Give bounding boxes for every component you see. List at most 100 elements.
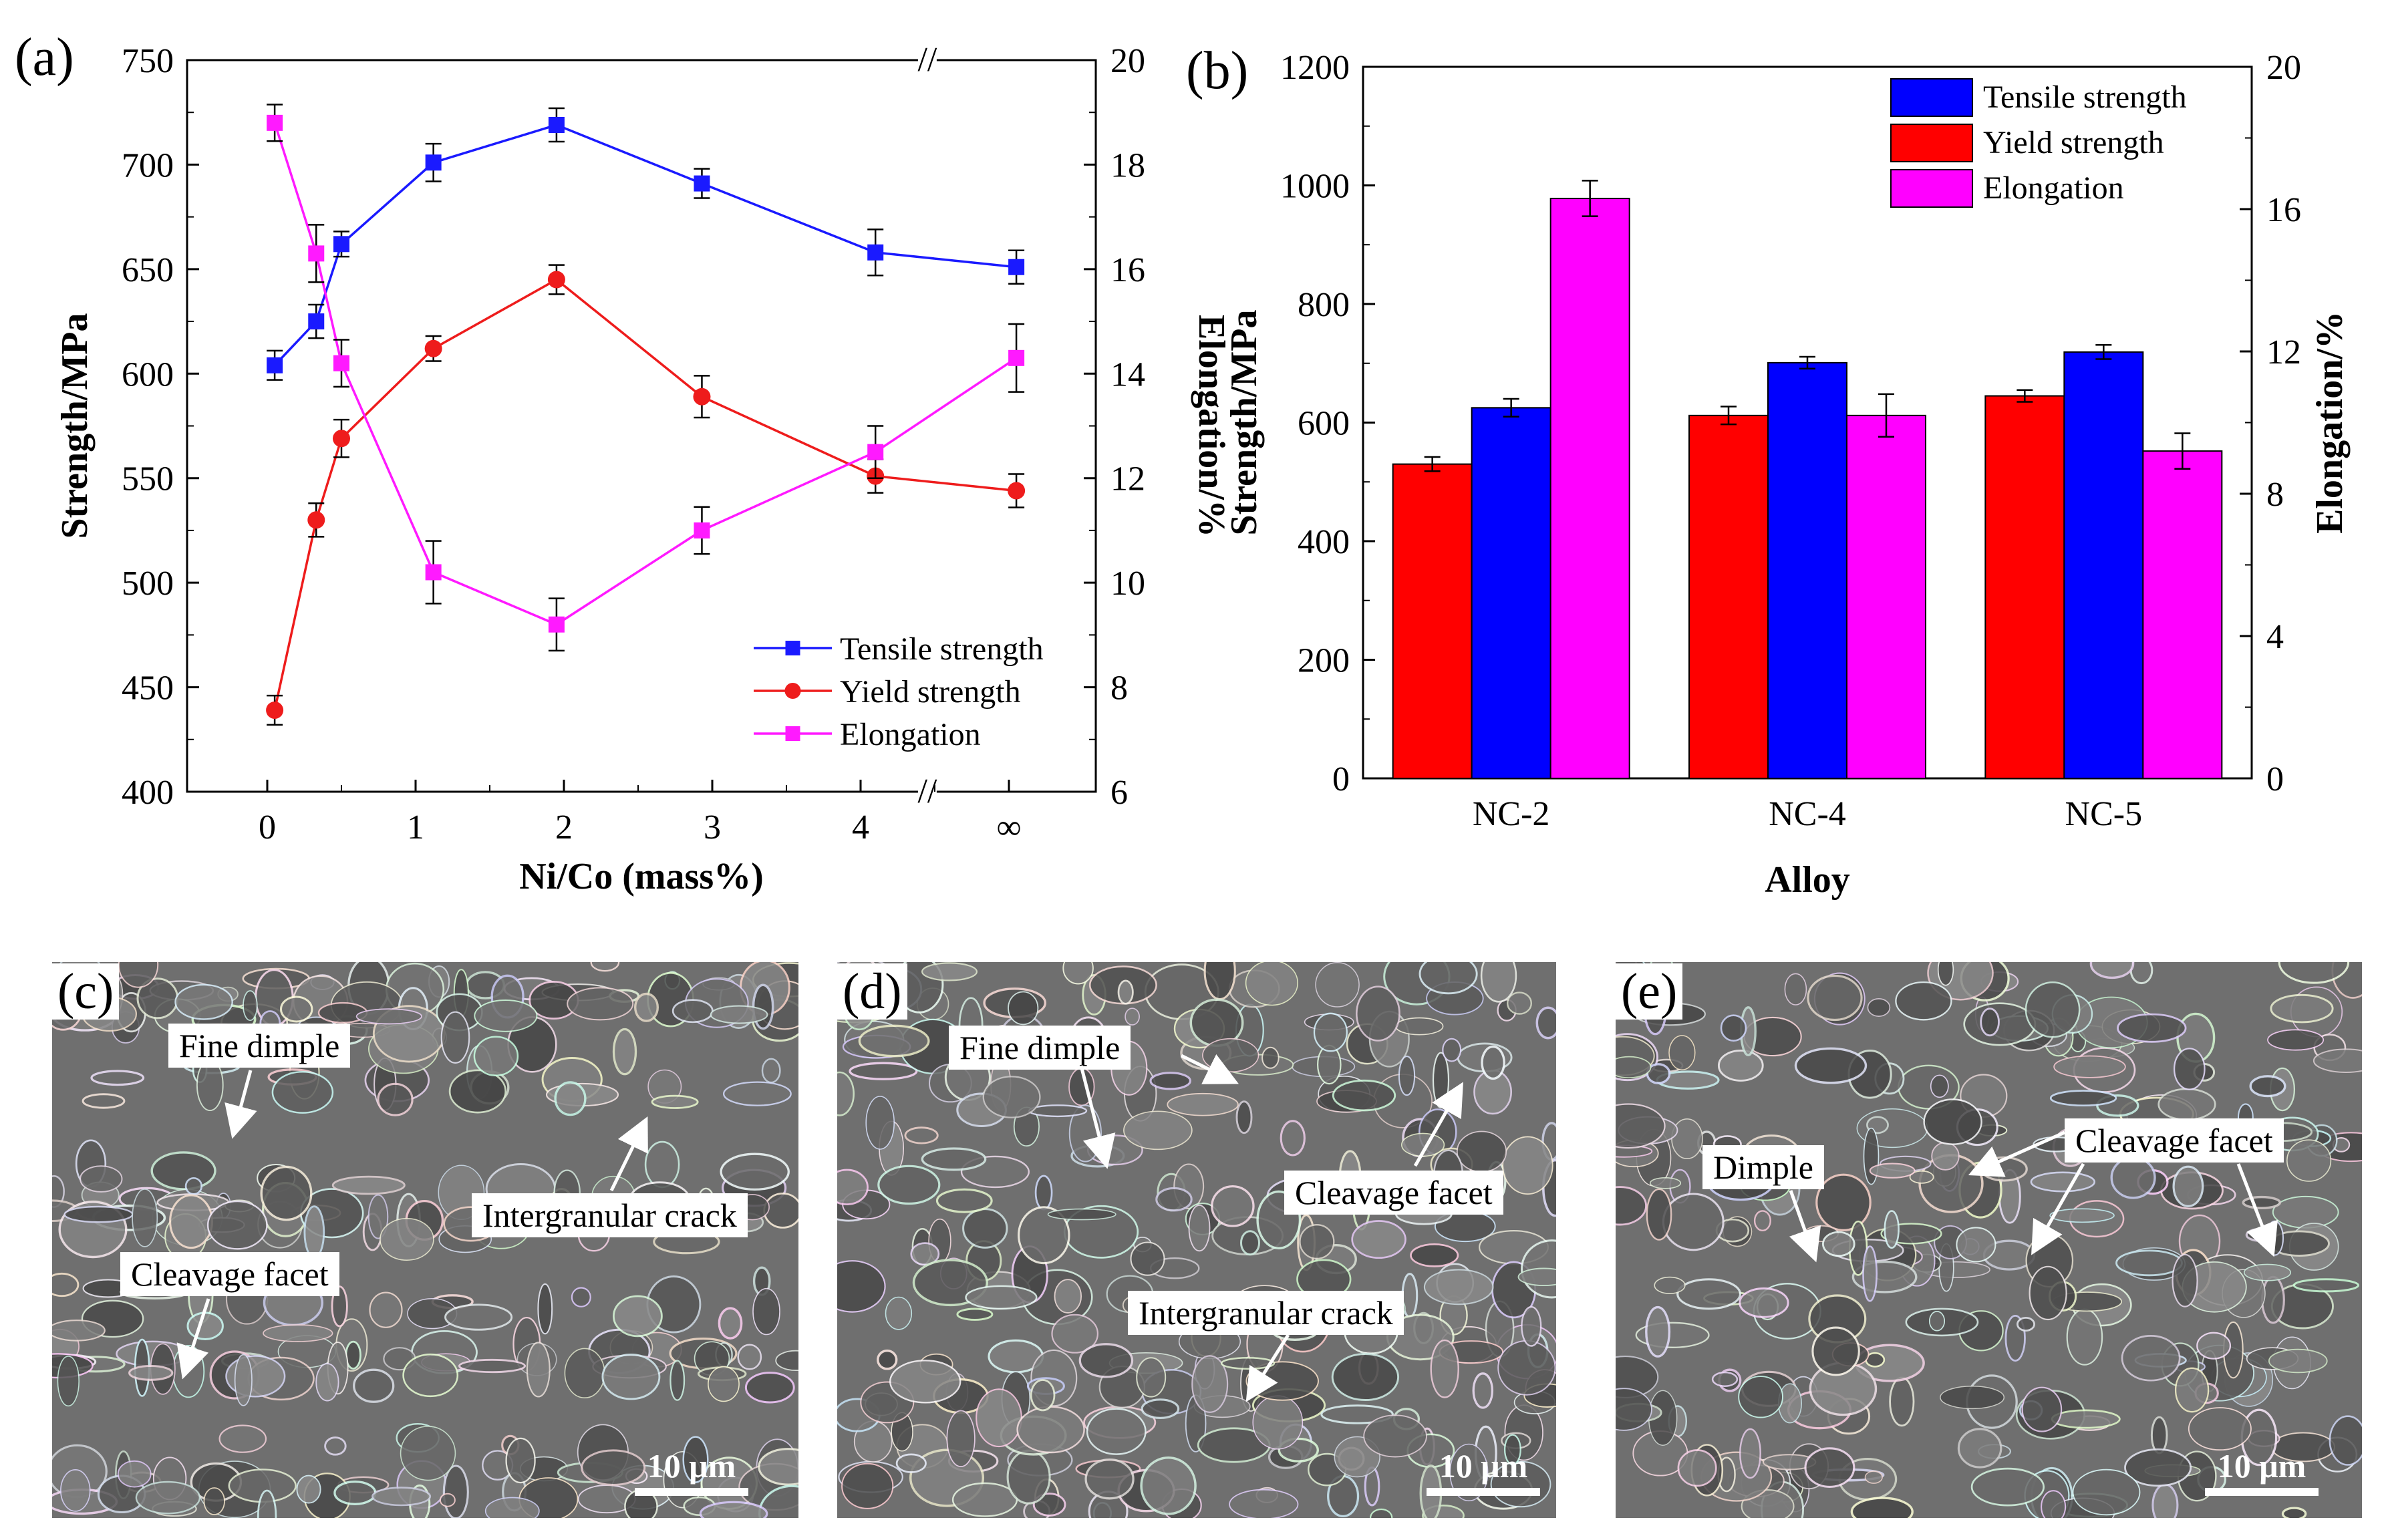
panel-label-d: (d) xyxy=(837,963,907,1020)
chart-a-point xyxy=(267,357,283,373)
arrow-d-4 xyxy=(1245,1334,1290,1402)
chart-b-ylabel: Strength/MPa xyxy=(1223,309,1265,535)
chart-a-ytick-label: 400 xyxy=(122,774,174,812)
arrow-e-2 xyxy=(1968,1130,2066,1177)
chart-a-point xyxy=(308,313,325,330)
chart-a-point xyxy=(694,175,710,192)
chart-a-ytick-label: 450 xyxy=(122,669,174,708)
arrow-c-1 xyxy=(225,1070,257,1139)
chart-a-xtick-label: 1 xyxy=(407,808,424,846)
chart-b-ytick-label: 600 xyxy=(1298,405,1350,443)
chart-a-break-gap-bottom xyxy=(917,786,937,797)
chart-a-y2label: Elongation/% xyxy=(1191,315,1232,537)
scalebar-e-bar xyxy=(2205,1488,2319,1496)
chart-a-point xyxy=(307,511,325,529)
chart-a-point xyxy=(547,271,565,289)
chart-a-legend-label: Tensile strength xyxy=(840,631,1044,667)
arrow-d-1 xyxy=(1079,1065,1116,1169)
chart-a-line-2 xyxy=(273,122,1018,626)
chart-b-xtick-label: NC-5 xyxy=(2065,795,2143,833)
arrow-c-2 xyxy=(609,1116,648,1192)
chart-a-point xyxy=(1008,259,1025,275)
callout-c-cleavage-facet: Cleavage facet xyxy=(120,1252,339,1296)
chart-b-bar xyxy=(1767,361,1847,779)
chart-a-y2tick-label: 18 xyxy=(1110,146,1145,184)
chart-a-point xyxy=(425,154,442,171)
chart-b-bar xyxy=(2063,351,2144,779)
chart-a-ytick-label: 550 xyxy=(122,460,174,498)
chart-a-y2tick-label: 6 xyxy=(1110,774,1128,812)
chart-a-point xyxy=(548,616,565,633)
chart-a-point xyxy=(267,114,283,131)
chart-a-point xyxy=(867,444,884,460)
callout-d-intergranular-crack: Intergranular crack xyxy=(1128,1291,1404,1335)
chart-a-point xyxy=(425,564,442,581)
scalebar-c: 10 μm xyxy=(635,1446,748,1496)
chart-b-bar xyxy=(1846,414,1926,779)
chart-a-xtick-label: ∞ xyxy=(996,808,1021,846)
arrow-c-3 xyxy=(176,1298,210,1380)
chart-a-point xyxy=(1008,349,1025,366)
chart-a-legend-marker xyxy=(784,683,801,699)
chart-a-y2tick-label: 8 xyxy=(1110,669,1128,708)
chart-a-legend-label: Elongation xyxy=(840,717,981,752)
arrow-d-2 xyxy=(1180,1054,1239,1084)
chart-a-point xyxy=(333,236,349,253)
chart-b-y2tick-label: 12 xyxy=(2266,333,2301,371)
arrow-e-4 xyxy=(2236,1163,2278,1257)
chart-b-xtick-label: NC-4 xyxy=(1769,795,1846,833)
scalebar-c-bar xyxy=(635,1488,748,1496)
chart-a-break-gap-top xyxy=(917,55,937,65)
chart-a-point xyxy=(266,701,284,719)
chart-a-line-0 xyxy=(273,124,1017,366)
callout-e-dimple: Dimple xyxy=(1702,1145,1824,1189)
panel-label-e: (e) xyxy=(1616,963,1683,1020)
micrograph-c xyxy=(52,962,798,1518)
callout-c-fine-dimple: Fine dimple xyxy=(168,1024,351,1068)
chart-b-bar xyxy=(1549,198,1630,779)
arrow-e-1 xyxy=(1789,1190,1821,1263)
chart-a-point xyxy=(1008,482,1026,500)
chart-a-xtick-label: 3 xyxy=(704,808,721,846)
chart-a-y2tick-label: 16 xyxy=(1110,251,1145,289)
scalebar-c-label: 10 μm xyxy=(647,1447,736,1485)
chart-b-legend-label: Elongation xyxy=(1983,170,2124,206)
chart-a-ytick-label: 650 xyxy=(122,251,174,289)
chart-a-ytick-label: 700 xyxy=(122,146,174,184)
chart-a-ytick-label: 500 xyxy=(122,565,174,603)
chart-a-y2tick-label: 20 xyxy=(1110,42,1145,80)
chart-a-legend-marker xyxy=(785,641,800,655)
chart-b-ytick-label: 800 xyxy=(1298,286,1350,324)
chart-a-ytick-label: 750 xyxy=(122,42,174,80)
chart-b-ytick-label: 400 xyxy=(1298,523,1350,561)
arrow-e-3 xyxy=(2031,1163,2085,1255)
chart-b-legend-label: Yield strength xyxy=(1983,125,2164,160)
chart-a-legend-label: Yield strength xyxy=(840,674,1021,710)
chart-b-legend-swatch xyxy=(1890,124,1973,162)
micrograph-d-texture xyxy=(837,962,1556,1518)
chart-a-xlabel: Ni/Co (mass%) xyxy=(519,856,764,897)
chart-a-point xyxy=(333,355,349,371)
chart-a-xtick-label: 2 xyxy=(555,808,573,846)
scalebar-e: 10 μm xyxy=(2205,1446,2319,1496)
chart-a-axis-break-bottom: // xyxy=(917,772,937,810)
fracture-texture xyxy=(837,962,1556,1518)
chart-b-legend-swatch xyxy=(1890,169,1973,208)
chart-a-point xyxy=(308,245,325,262)
chart-b-ytick-label: 1000 xyxy=(1280,168,1350,206)
chart-a-ytick-label: 600 xyxy=(122,355,174,394)
chart-a-panel-label: (a) xyxy=(15,28,74,87)
chart-a-point xyxy=(694,522,710,538)
chart-b-legend-label: Tensile strength xyxy=(1983,80,2187,115)
chart-b-y2tick-label: 0 xyxy=(2266,760,2284,798)
chart-a-line-1 xyxy=(273,278,1017,711)
chart-b-bar xyxy=(1688,414,1769,779)
chart-b-y2tick-label: 16 xyxy=(2266,191,2301,229)
chart-b-bar xyxy=(1984,395,2065,779)
charts-canvas: ////400450500550600650700750681012141618… xyxy=(15,28,2351,901)
chart-a-y2tick-label: 10 xyxy=(1110,565,1145,603)
chart-a-y2tick-label: 14 xyxy=(1110,355,1145,394)
chart-a-y2tick-label: 12 xyxy=(1110,460,1145,498)
scalebar-e-label: 10 μm xyxy=(2217,1447,2306,1485)
